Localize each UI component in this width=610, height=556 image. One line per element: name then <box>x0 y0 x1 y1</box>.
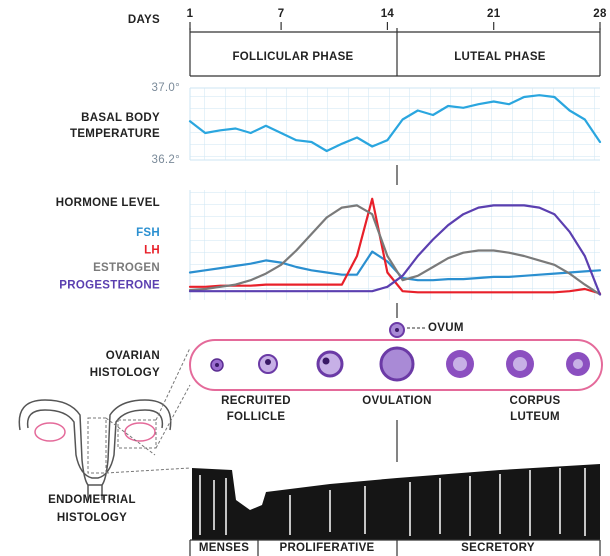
endometrium-histology <box>192 464 600 540</box>
y-tick-label: 36.2° <box>152 154 180 166</box>
menstrual-cycle-diagram: DAYS FOLLICULAR PHASE LUTEAL PHASE BASAL… <box>0 0 610 556</box>
x-tick-label: 28 <box>593 8 607 20</box>
x-tick-label: 21 <box>487 8 501 20</box>
phase-label: FOLLICULAR PHASE <box>232 51 353 63</box>
ovary-histology <box>190 323 602 390</box>
stage-label: OVULATION <box>362 395 432 407</box>
y-axis-label: BASAL BODY <box>81 112 160 124</box>
stage-label: RECRUITED <box>221 395 291 407</box>
legend-label: PROGESTERONE <box>59 280 160 292</box>
legend-label: FSH <box>136 227 160 239</box>
phase-label: LUTEAL PHASE <box>454 51 546 63</box>
ovarian-label: HISTOLOGY <box>90 367 160 379</box>
stage-label: CORPUS <box>509 395 560 407</box>
stage-label: FOLLICLE <box>227 411 286 423</box>
legend-label: ESTROGEN <box>93 262 160 274</box>
endometrial-phase: SECRETORY <box>461 542 535 554</box>
x-tick-label: 14 <box>381 8 395 20</box>
endometrial-phase: MENSES <box>199 542 249 554</box>
y-tick-label: 37.0° <box>152 82 180 94</box>
stage-label: LUTEUM <box>510 411 560 423</box>
x-tick-label: 7 <box>278 8 285 20</box>
ovarian-label: OVARIAN <box>106 350 160 362</box>
endometrial-label: HISTOLOGY <box>57 512 127 524</box>
endometrial-label: ENDOMETRIAL <box>48 494 136 506</box>
chart-title: HORMONE LEVEL <box>56 197 160 209</box>
endometrial-phase: PROLIFERATIVE <box>279 542 374 554</box>
legend-label: LH <box>144 245 160 257</box>
ovum-label: OVUM <box>428 322 464 334</box>
temperature-grid <box>190 88 600 160</box>
endometrial-phase-frame <box>190 540 600 556</box>
x-tick-label: 1 <box>187 8 194 20</box>
y-axis-label: TEMPERATURE <box>70 128 160 140</box>
days-label: DAYS <box>128 14 160 26</box>
